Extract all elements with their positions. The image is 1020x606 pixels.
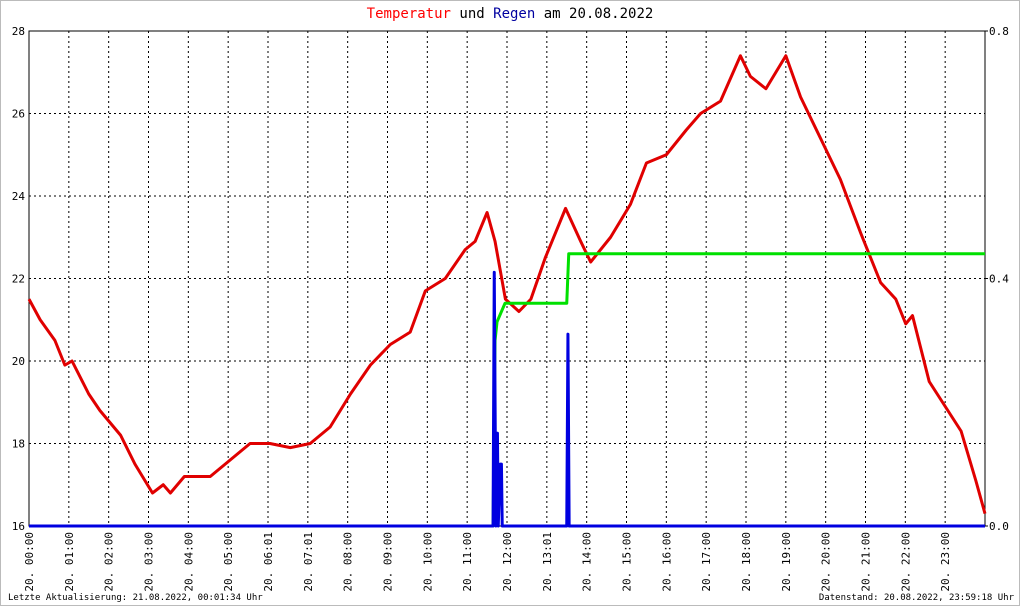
chart-title: Temperatur und Regen am 20.08.2022	[367, 6, 654, 22]
y-tick-label: 18	[12, 438, 25, 451]
x-tick-label: 20. 08:00	[342, 532, 355, 592]
series-line	[27, 54, 987, 515]
title-part: Regen	[493, 6, 535, 22]
y-tick-label: 16	[12, 520, 25, 533]
x-tick-label: 20. 00:00	[23, 532, 36, 592]
title-part: Temperatur	[367, 6, 451, 22]
title-part: am 20.08.2022	[544, 6, 654, 22]
title-part: und	[459, 6, 484, 22]
series-line	[29, 270, 985, 528]
x-tick-label: 20. 03:00	[143, 532, 156, 592]
x-tick-label: 20. 14:00	[581, 532, 594, 592]
y2-tick-label: 0.8	[989, 25, 1009, 38]
x-tick-label: 20. 13:01	[541, 532, 554, 592]
x-tick-label: 20. 17:00	[700, 532, 713, 592]
y-tick-label: 24	[12, 190, 26, 203]
x-tick-label: 20. 01:00	[63, 532, 76, 592]
x-tick-label: 20. 02:00	[103, 532, 116, 592]
y2-tick-label: 0.0	[989, 520, 1009, 533]
y-tick-label: 22	[12, 273, 25, 286]
x-tick-label: 20. 10:00	[421, 532, 434, 592]
x-tick-label: 20. 21:00	[860, 532, 873, 592]
y-tick-label: 26	[12, 108, 25, 121]
x-tick-label: 20. 09:00	[382, 532, 395, 592]
y-tick-label: 28	[12, 25, 25, 38]
x-tick-label: 20. 23:00	[939, 532, 952, 592]
x-tick-label: 20. 15:00	[621, 532, 634, 592]
y-tick-label: 20	[12, 355, 25, 368]
footer-right: Datenstand: 20.08.2022, 23:59:18 Uhr	[819, 593, 1015, 603]
x-tick-label: 20. 06:01	[262, 532, 275, 592]
x-tick-label: 20. 22:00	[899, 532, 912, 592]
x-tick-label: 20. 04:00	[182, 532, 195, 592]
x-tick-label: 20. 12:00	[501, 532, 514, 592]
x-tick-label: 20. 18:00	[740, 532, 753, 592]
x-tick-label: 20. 05:00	[222, 532, 235, 592]
x-tick-label: 20. 20:00	[820, 532, 833, 592]
x-tick-label: 20. 07:01	[302, 532, 315, 592]
x-tick-label: 20. 19:00	[780, 532, 793, 592]
x-tick-label: 20. 16:00	[660, 532, 673, 592]
footer-left: Letzte Aktualisierung: 21.08.2022, 00:01…	[8, 593, 263, 603]
y2-tick-label: 0.4	[989, 273, 1009, 286]
x-tick-label: 20. 11:00	[461, 532, 474, 592]
